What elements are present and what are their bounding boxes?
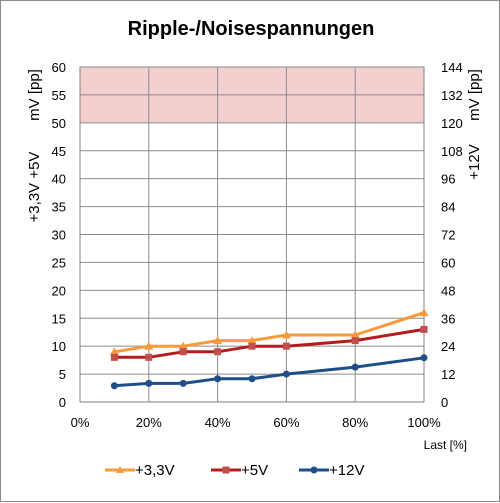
data-point-5v — [214, 348, 222, 356]
y-tick-right: 132 — [441, 88, 463, 103]
y-tick-left: 55 — [52, 88, 66, 103]
series-line-33v — [114, 311, 425, 354]
data-point-33v — [178, 341, 188, 350]
data-point-12v — [282, 370, 290, 378]
y-axis-left-label-rail: +3,3V +5V — [26, 152, 43, 223]
y-tick-right: 48 — [441, 283, 455, 298]
x-tick: 60% — [273, 415, 299, 430]
data-point-33v — [419, 308, 429, 317]
y-tick-right: 36 — [441, 311, 455, 326]
legend: +3,3V +5V +12V — [105, 462, 364, 479]
y-tick-right: 144 — [441, 60, 463, 75]
y-tick-right: 60 — [441, 255, 455, 270]
data-point-5v — [351, 337, 359, 345]
y-axis-right-label-rail: +12V — [466, 144, 483, 179]
legend-marker-3v3 — [116, 466, 124, 473]
data-point-12v — [110, 382, 118, 390]
y-tick-left: 25 — [52, 255, 66, 270]
y-tick-right: 84 — [441, 200, 455, 215]
data-point-33v — [247, 336, 257, 345]
x-tick: 80% — [342, 415, 368, 430]
y-tick-left: 5 — [59, 367, 66, 382]
x-tick: 0% — [71, 415, 90, 430]
legend-label-5v: +5V — [241, 462, 268, 479]
data-point-12v — [351, 363, 359, 371]
y-tick-left: 10 — [52, 339, 66, 354]
x-tick: 100% — [407, 415, 441, 430]
y-axis-right-label-unit: mV [pp] — [466, 69, 483, 121]
y-tick-left: 35 — [52, 200, 66, 215]
data-point-5v — [145, 353, 153, 361]
chart-title: Ripple-/Noisespannungen — [128, 18, 375, 40]
y-axis-left-label-unit: mV [pp] — [26, 69, 43, 121]
legend-label-12v: +12V — [329, 462, 364, 479]
legend-item-5v: +5V — [211, 462, 268, 479]
y-tick-left: 15 — [52, 311, 66, 326]
data-point-5v — [248, 342, 256, 350]
legend-label-3v3: +3,3V — [135, 462, 175, 479]
data-point-33v — [281, 330, 291, 339]
x-axis-label: Last [%] — [424, 438, 467, 452]
y-tick-left: 20 — [52, 283, 66, 298]
legend-marker-5v — [222, 466, 230, 474]
legend-marker-12v — [310, 466, 318, 474]
y-tick-right: 24 — [441, 339, 455, 354]
data-point-5v — [179, 348, 187, 356]
data-point-5v — [110, 353, 118, 361]
series-line-12v — [114, 356, 425, 388]
data-point-5v — [282, 342, 290, 350]
series-line-5v — [114, 327, 425, 359]
data-point-33v — [144, 341, 154, 350]
y-tick-right: 120 — [441, 116, 463, 131]
data-point-5v — [420, 325, 428, 333]
y-tick-left: 50 — [52, 116, 66, 131]
legend-item-3v3: +3,3V — [105, 462, 175, 479]
data-point-12v — [420, 354, 428, 362]
data-point-33v — [109, 347, 119, 356]
y-tick-right: 96 — [441, 172, 455, 187]
y-tick-right: 12 — [441, 367, 455, 382]
data-point-12v — [145, 379, 153, 387]
x-tick: 40% — [205, 415, 231, 430]
y-tick-left: 40 — [52, 172, 66, 187]
y-tick-right: 0 — [441, 395, 448, 410]
y-tick-left: 45 — [52, 144, 66, 159]
data-point-33v — [213, 336, 223, 345]
data-point-12v — [214, 375, 222, 383]
y-tick-right: 108 — [441, 144, 463, 159]
data-point-33v — [350, 330, 360, 339]
data-point-12v — [179, 379, 187, 387]
data-point-12v — [248, 375, 256, 383]
y-tick-right: 72 — [441, 228, 455, 243]
y-tick-left: 0 — [59, 395, 66, 410]
y-tick-left: 60 — [52, 60, 66, 75]
legend-item-12v: +12V — [299, 462, 364, 479]
x-tick: 20% — [136, 415, 162, 430]
y-tick-left: 30 — [52, 228, 66, 243]
